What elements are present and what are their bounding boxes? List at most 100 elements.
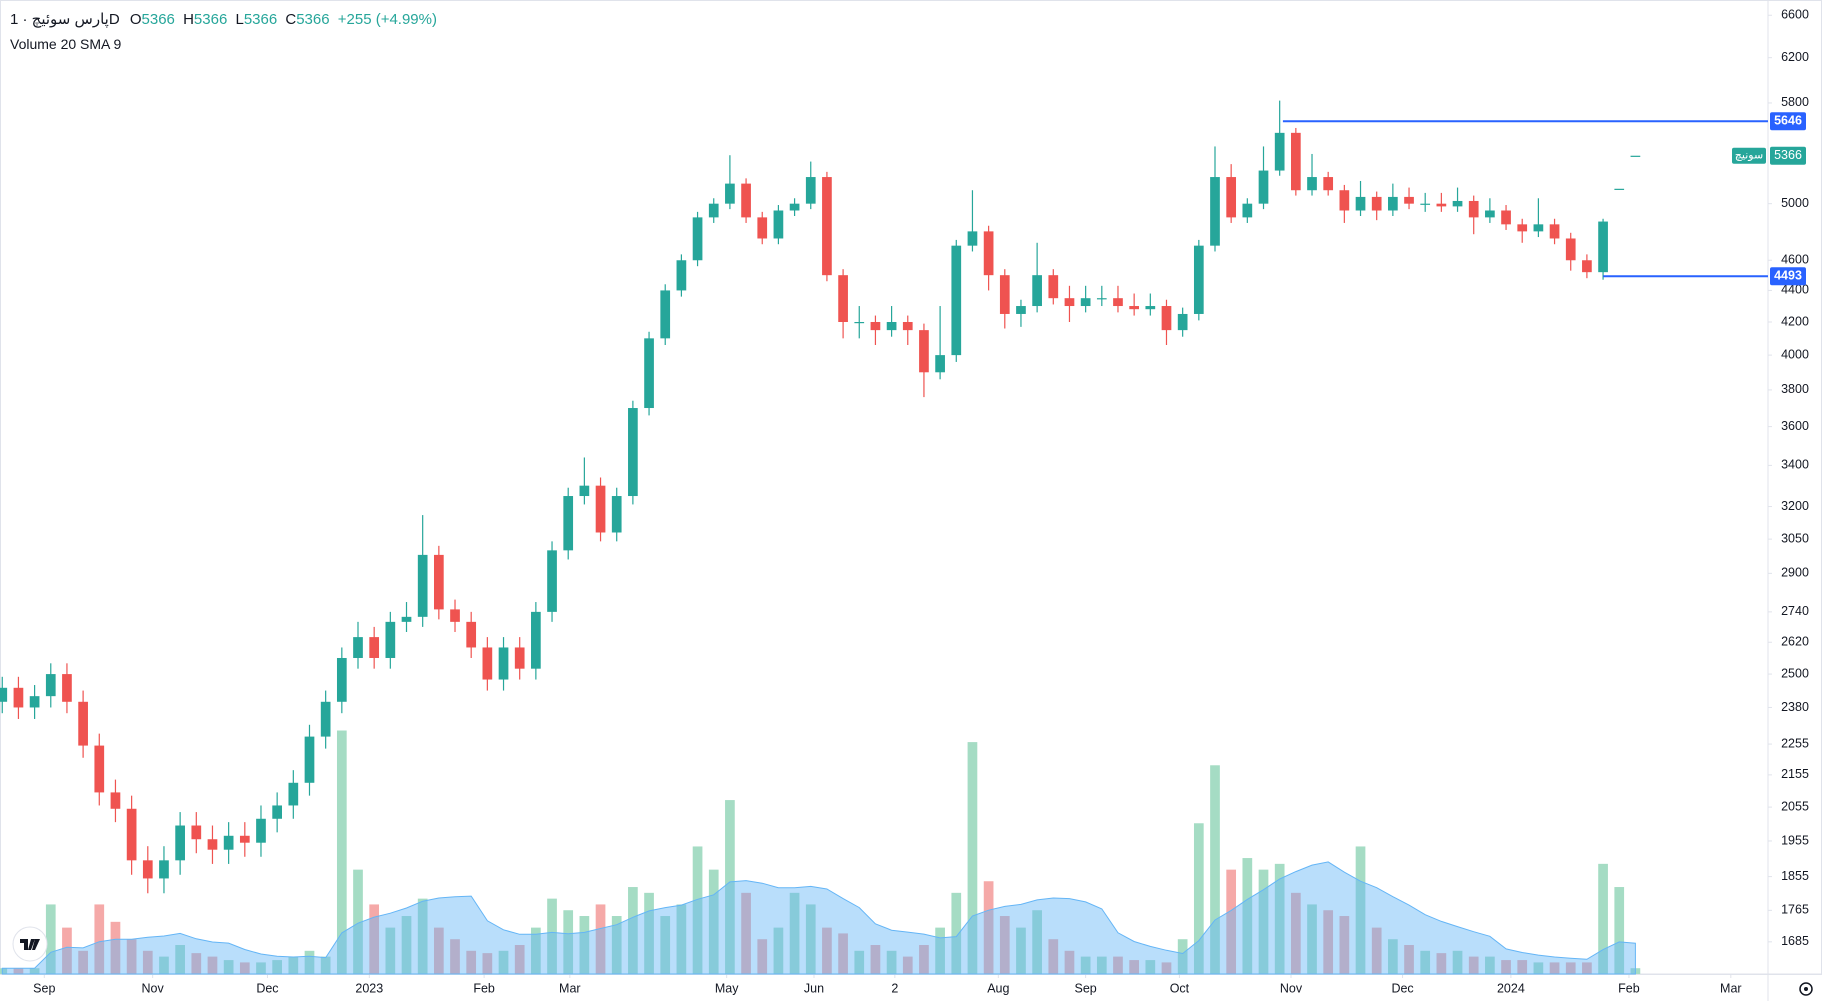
volume-bar [757,939,768,974]
candle-body [773,210,784,239]
candle-body [1501,210,1511,225]
candle-body [1485,210,1495,218]
logo[interactable] [12,926,48,962]
volume-bar [45,904,56,974]
x-tick-label: 2023 [355,981,383,995]
last-price-label: 5366 [1774,148,1802,162]
candle-body [1323,177,1334,191]
candle-body [676,260,687,291]
candle-body [336,657,347,702]
volume-bar [482,953,493,974]
price-label: 5646 [1774,114,1802,128]
logo-mark [20,939,40,950]
x-tick-label: Feb [1618,981,1640,995]
volume-bar [385,927,396,974]
candle-body [1598,221,1608,273]
volume-bar [725,800,735,974]
candle-body [1193,245,1204,314]
candle-body [951,245,962,356]
close-value: 5366 [296,11,330,28]
candle-body [1388,196,1398,211]
candle-body [1420,203,1431,205]
volume-bar [1565,962,1576,974]
candle-body [272,805,283,819]
candle-body [1242,203,1253,218]
settings-icon[interactable] [1799,982,1813,996]
volume-bar [1339,916,1350,974]
change-value: +255 (+4.99%) [337,11,437,28]
symbol-title[interactable]: پارس سوئیچ · 1D [10,11,120,28]
volume-bar [1468,956,1479,974]
candle-body [1226,177,1237,218]
candle-body [191,825,202,840]
candle-body [822,177,832,276]
volume-bar [1064,950,1075,974]
x-tick-label: Nov [1280,981,1303,995]
volume-bar [708,869,719,974]
volume-bar [1614,887,1625,974]
candle-body [385,621,396,658]
candle-body [78,701,88,746]
candle-body [62,674,72,702]
y-tick-label: 3800 [1781,382,1809,396]
low-value: 5366 [243,11,278,28]
volume-bar [514,945,525,974]
candle-body [708,203,719,218]
candle-body [1210,177,1220,246]
y-tick-label: 1855 [1781,869,1809,883]
volume-bar [805,904,816,974]
volume-bar [29,968,40,974]
volume-bar [935,927,945,974]
candle-body [175,825,185,861]
volume-bar [1452,950,1463,974]
volume-bar [983,881,994,974]
volume-bar [142,950,153,974]
candle-body [1614,188,1625,190]
y-tick-label: 1955 [1781,833,1809,847]
volume-bar [1016,927,1026,974]
candle-body [999,275,1010,314]
candle-body [967,231,978,246]
volume-bar [967,742,978,974]
volume-bar [660,916,671,974]
candle-body [239,835,250,843]
x-tick-label: Mar [1720,981,1742,995]
volume-bar [272,960,283,974]
gear-outer [1799,982,1813,996]
candle-body [902,321,913,331]
volume-bar [628,887,638,974]
volume-bar [1355,846,1366,974]
volume-bar [1388,939,1398,974]
candle-body [401,616,412,622]
volume-title[interactable]: Volume 20 SMA 9 [10,36,122,52]
volume-bar [78,950,88,974]
candle-body [45,674,56,697]
candle-body [611,496,622,533]
y-tick-label: 2500 [1781,666,1809,680]
candle-body [1161,306,1172,331]
candle-body [838,275,848,322]
candle-body [1565,238,1576,261]
volume-bar [1598,863,1608,974]
candle-body [450,609,460,622]
volume-bar [256,962,266,974]
candle-body [0,687,8,702]
volume-bar [417,898,428,974]
candle-body [692,217,703,261]
y-tick-label: 4600 [1781,253,1809,267]
candle-body [579,485,590,497]
candle-body [1339,190,1350,211]
candle-body [482,647,493,680]
y-tick-label: 3050 [1781,531,1809,545]
volume-bar [531,927,541,974]
candle-body [369,637,380,658]
volume-bar [320,956,331,974]
candle-body [159,860,169,879]
y-tick-label: 1685 [1781,934,1809,948]
volume-bar [563,910,574,974]
candle-body [207,839,218,850]
volume-bar [1113,956,1123,974]
volume-bar [822,927,832,974]
candle-body [126,808,137,861]
